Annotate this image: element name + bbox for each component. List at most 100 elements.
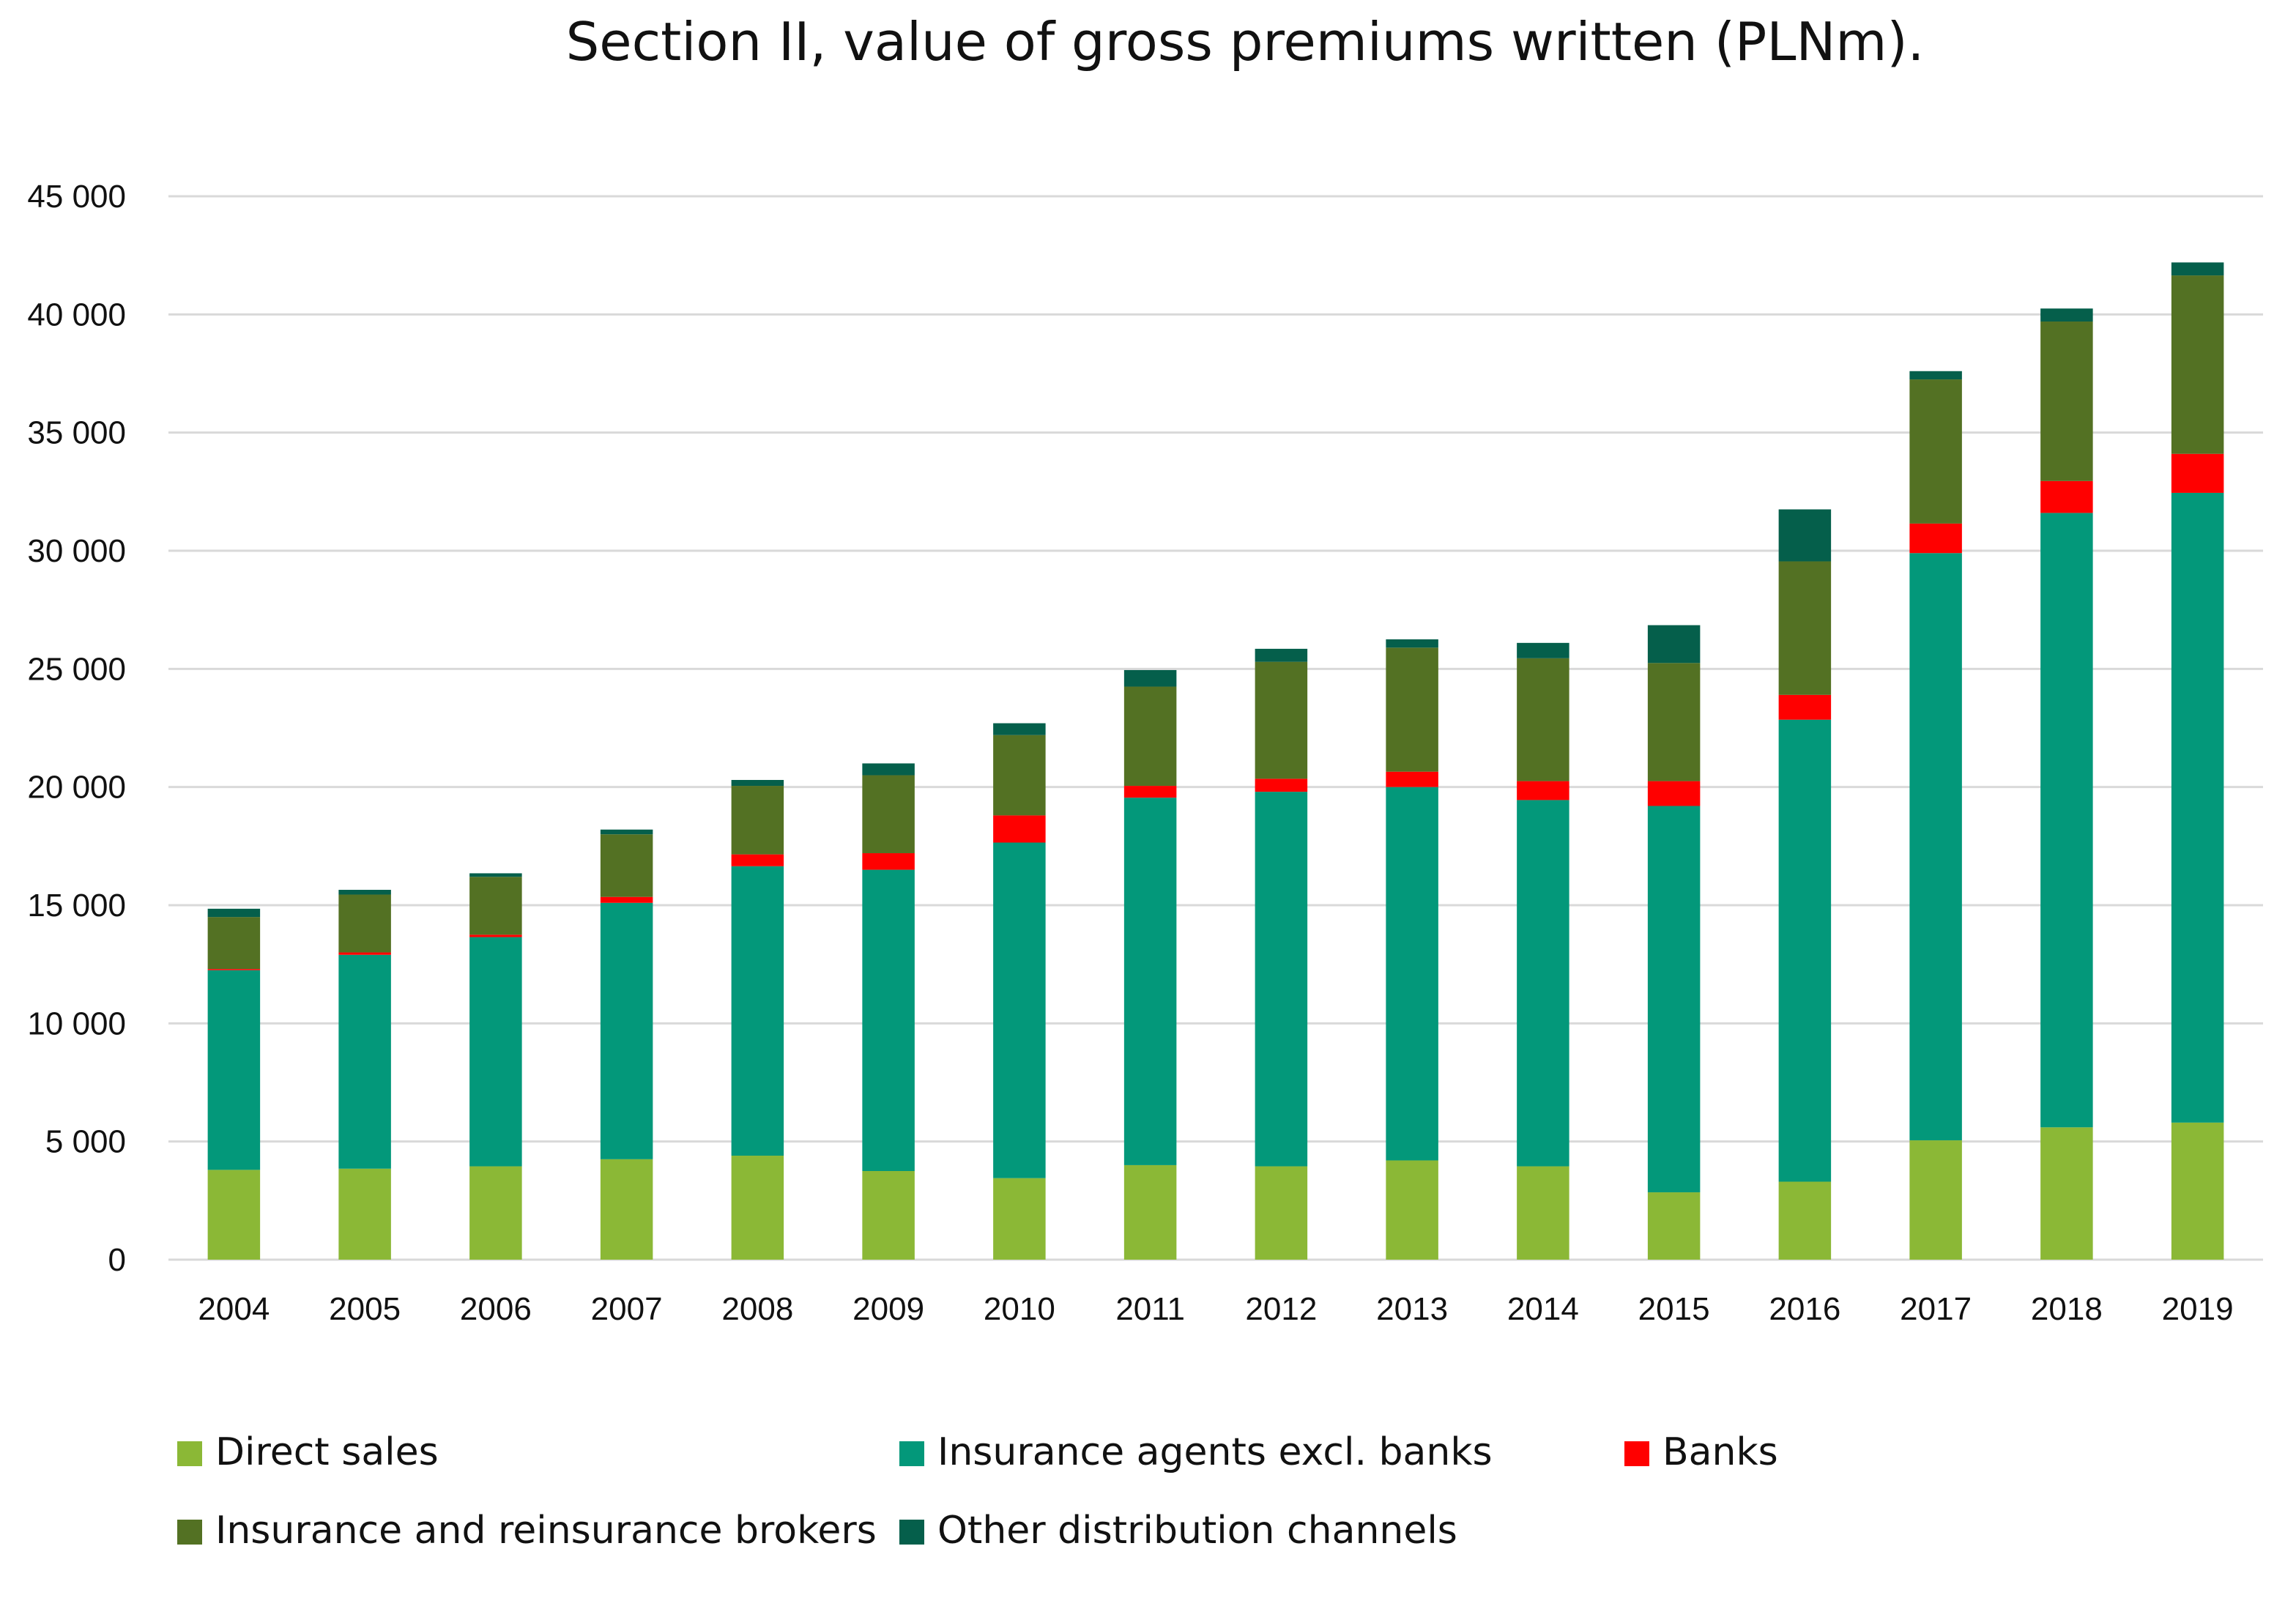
x-tick-label: 2010 bbox=[984, 1291, 1055, 1327]
x-tick-label: 2015 bbox=[1638, 1291, 1710, 1327]
y-tick-label: 0 bbox=[108, 1242, 126, 1278]
bar-segment bbox=[1909, 553, 1962, 1141]
bar-segment bbox=[2040, 1127, 2093, 1260]
bar-segment bbox=[1909, 371, 1962, 380]
bar-segment bbox=[600, 1159, 653, 1260]
y-tick-label: 35 000 bbox=[27, 415, 126, 451]
bar-segment bbox=[1778, 694, 1832, 720]
bar-segment bbox=[2040, 480, 2093, 513]
bar-segment bbox=[1647, 781, 1701, 806]
bar-segment bbox=[207, 917, 261, 970]
legend-label: Other distribution channels bbox=[937, 1509, 1457, 1553]
legend-item: Banks bbox=[1624, 1430, 1778, 1474]
bar-segment bbox=[1255, 792, 1308, 1167]
bar-segment bbox=[1909, 523, 1962, 554]
x-tick-label: 2012 bbox=[1245, 1291, 1317, 1327]
bar-segment bbox=[207, 1170, 261, 1260]
bar-segment bbox=[1517, 1166, 1569, 1260]
bar-segment bbox=[1255, 1166, 1308, 1260]
y-tick-label: 20 000 bbox=[27, 770, 126, 806]
bar-segment bbox=[1517, 658, 1569, 781]
legend-swatch bbox=[1624, 1441, 1649, 1466]
legend-swatch bbox=[177, 1520, 202, 1545]
y-tick-label: 40 000 bbox=[27, 297, 126, 332]
bar-segment bbox=[2171, 275, 2224, 454]
x-tick-label: 2017 bbox=[1900, 1291, 1972, 1327]
bar-segment bbox=[1909, 1140, 1962, 1260]
bar-segment bbox=[1123, 798, 1177, 1165]
bar-segment bbox=[207, 969, 261, 970]
bar-segment bbox=[862, 853, 915, 870]
bar-segment bbox=[2040, 308, 2093, 322]
bar-segment bbox=[338, 954, 391, 1169]
bar-segment bbox=[1386, 647, 1438, 772]
x-tick-label: 2016 bbox=[1769, 1291, 1840, 1327]
bar-segment bbox=[1255, 661, 1308, 779]
legend-label: Insurance agents excl. banks bbox=[937, 1430, 1493, 1474]
x-tick-label: 2018 bbox=[2031, 1291, 2103, 1327]
legend-label: Insurance and reinsurance brokers bbox=[215, 1509, 877, 1553]
bar-segment bbox=[993, 842, 1046, 1178]
bar-segment bbox=[1123, 669, 1177, 687]
x-tick-label: 2005 bbox=[329, 1291, 401, 1327]
legend-swatch bbox=[899, 1441, 924, 1466]
bar-segment bbox=[1778, 509, 1832, 562]
bar-segment bbox=[2171, 1122, 2224, 1260]
bar-segment bbox=[1386, 771, 1438, 787]
legend-label: Direct sales bbox=[215, 1430, 439, 1474]
legend-item: Direct sales bbox=[177, 1430, 439, 1474]
x-tick-label: 2019 bbox=[2162, 1291, 2234, 1327]
x-axis: 2004 2005 2006 2007 2008 2009 2010 2011 2012 2013… bbox=[198, 1291, 2233, 1327]
legend-item: Other distribution channels bbox=[899, 1509, 1457, 1553]
bar-segment bbox=[731, 866, 784, 1156]
bar-segment bbox=[1778, 719, 1832, 1182]
x-tick-label: 2004 bbox=[198, 1291, 270, 1327]
legend: Direct sales Insurance agents excl. banks… bbox=[177, 1430, 1778, 1553]
y-tick-label: 15 000 bbox=[27, 888, 126, 924]
bar-segment bbox=[2171, 262, 2224, 276]
legend-label: Banks bbox=[1662, 1430, 1778, 1474]
bar-segment bbox=[1123, 1164, 1177, 1260]
bar-segment bbox=[338, 1168, 391, 1260]
x-tick-label: 2007 bbox=[591, 1291, 663, 1327]
bar-segment bbox=[1386, 787, 1438, 1161]
bar-segment bbox=[2171, 453, 2224, 493]
bar-segment bbox=[1255, 648, 1308, 662]
bar-segment bbox=[600, 896, 653, 903]
x-tick-label: 2006 bbox=[460, 1291, 532, 1327]
y-tick-label: 10 000 bbox=[27, 1006, 126, 1041]
bars bbox=[207, 262, 2224, 1260]
bar-segment bbox=[1517, 781, 1569, 800]
legend-item: Insurance and reinsurance brokers bbox=[177, 1509, 877, 1553]
legend-swatch bbox=[177, 1441, 202, 1466]
bar-segment bbox=[1778, 561, 1832, 695]
x-tick-label: 2013 bbox=[1376, 1291, 1448, 1327]
bar-segment bbox=[993, 723, 1046, 735]
bar-segment bbox=[731, 786, 784, 855]
bar-segment bbox=[1647, 1192, 1701, 1260]
bar-segment bbox=[1123, 786, 1177, 798]
bar-segment bbox=[338, 952, 391, 955]
bar-segment bbox=[1647, 663, 1701, 781]
y-tick-label: 45 000 bbox=[27, 179, 126, 215]
bar-segment bbox=[1647, 806, 1701, 1193]
bar-segment bbox=[469, 934, 522, 937]
bar-segment bbox=[1255, 778, 1308, 792]
bar-segment bbox=[862, 1171, 915, 1260]
bar-segment bbox=[1386, 1160, 1438, 1260]
bar-segment bbox=[2171, 492, 2224, 1123]
bar-segment bbox=[1386, 639, 1438, 648]
bar-segment bbox=[469, 937, 522, 1167]
y-tick-label: 25 000 bbox=[27, 651, 126, 687]
bar-segment bbox=[207, 970, 261, 1170]
y-tick-label: 5 000 bbox=[45, 1124, 126, 1160]
bar-segment bbox=[993, 1178, 1046, 1260]
bar-segment bbox=[1647, 625, 1701, 664]
bar-segment bbox=[993, 815, 1046, 843]
bar-segment bbox=[469, 877, 522, 935]
chart-title: Section II, value of gross premiums writ… bbox=[566, 11, 1925, 73]
legend-swatch bbox=[899, 1520, 924, 1545]
y-tick-label: 30 000 bbox=[27, 533, 126, 569]
bar-segment bbox=[731, 779, 784, 787]
